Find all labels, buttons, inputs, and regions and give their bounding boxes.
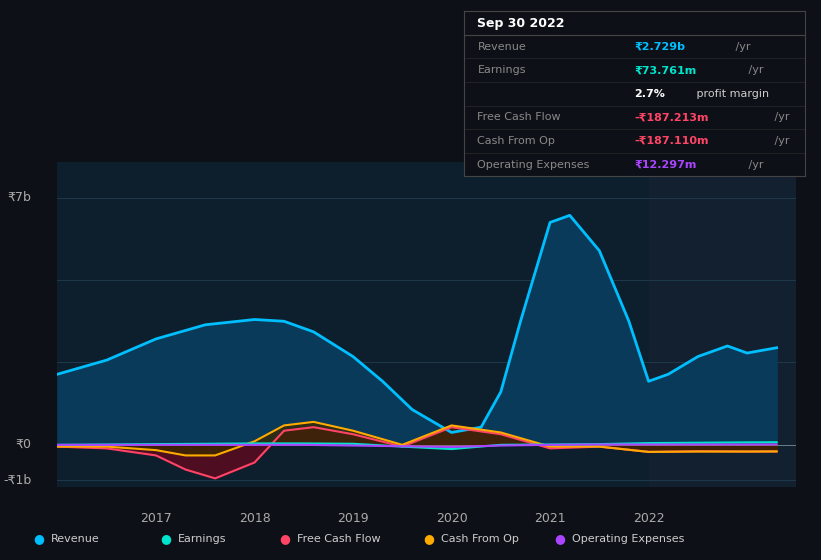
Text: 2.7%: 2.7% [635,89,665,99]
Text: 2018: 2018 [239,511,270,525]
Text: ₹7b: ₹7b [7,191,31,204]
Text: /yr: /yr [745,65,763,75]
Text: Revenue: Revenue [51,534,99,544]
Text: Cash From Op: Cash From Op [478,136,555,146]
Text: -₹187.213m: -₹187.213m [635,113,709,123]
Text: ●: ● [554,532,565,545]
Text: /yr: /yr [770,113,789,123]
Text: ●: ● [33,532,44,545]
Text: ●: ● [423,532,433,545]
Text: -₹187.110m: -₹187.110m [635,136,709,146]
Text: Sep 30 2022: Sep 30 2022 [478,16,565,30]
Text: ₹2.729b: ₹2.729b [635,41,686,52]
Text: 2017: 2017 [140,511,172,525]
Text: ●: ● [160,532,171,545]
Text: 2020: 2020 [436,511,467,525]
Text: Operating Expenses: Operating Expenses [478,160,589,170]
Text: ₹12.297m: ₹12.297m [635,160,696,170]
Text: Operating Expenses: Operating Expenses [572,534,685,544]
Text: /yr: /yr [770,136,789,146]
Text: Earnings: Earnings [478,65,526,75]
Text: -₹1b: -₹1b [3,474,31,487]
Text: 2021: 2021 [534,511,566,525]
Text: Free Cash Flow: Free Cash Flow [478,113,561,123]
Text: /yr: /yr [745,160,763,170]
Text: ●: ● [279,532,290,545]
Text: ₹73.761m: ₹73.761m [635,65,696,75]
Text: Free Cash Flow: Free Cash Flow [297,534,381,544]
Text: /yr: /yr [732,41,750,52]
Text: 2019: 2019 [337,511,369,525]
Text: Cash From Op: Cash From Op [441,534,519,544]
Bar [649,162,796,487]
Text: 2022: 2022 [633,511,664,525]
Text: Revenue: Revenue [478,41,526,52]
Text: Earnings: Earnings [178,534,227,544]
Text: ₹0: ₹0 [16,438,31,451]
Text: profit margin: profit margin [693,89,769,99]
